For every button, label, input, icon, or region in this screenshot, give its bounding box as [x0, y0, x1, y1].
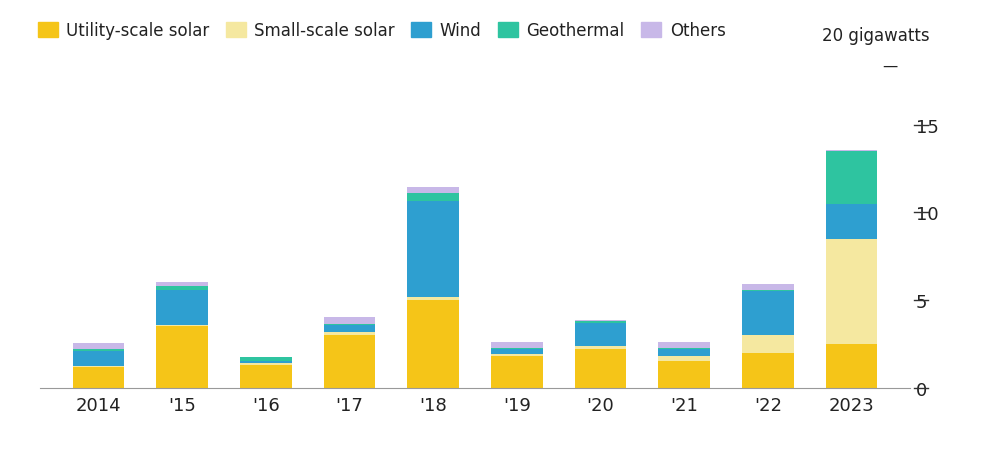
Bar: [407, 188, 459, 193]
Text: —: —: [882, 59, 898, 74]
Bar: [156, 325, 208, 327]
Bar: [575, 320, 626, 322]
Bar: [742, 336, 794, 353]
Bar: [742, 353, 794, 388]
Bar: [742, 284, 794, 290]
Text: 20 gigawatts: 20 gigawatts: [822, 27, 930, 45]
Bar: [407, 193, 459, 202]
Bar: [324, 318, 375, 324]
Bar: [407, 300, 459, 388]
Bar: [491, 350, 543, 354]
Bar: [73, 367, 124, 388]
Bar: [575, 322, 626, 323]
Bar: [73, 366, 124, 367]
Bar: [826, 152, 877, 204]
Bar: [407, 298, 459, 300]
Bar: [240, 364, 292, 365]
Bar: [658, 362, 710, 388]
Bar: [73, 344, 124, 350]
Bar: [658, 350, 710, 356]
Bar: [156, 327, 208, 388]
Bar: [324, 333, 375, 336]
Bar: [575, 323, 626, 346]
Bar: [407, 202, 459, 298]
Bar: [491, 354, 543, 356]
Bar: [491, 348, 543, 350]
Bar: [240, 365, 292, 388]
Bar: [324, 326, 375, 333]
Legend: Utility-scale solar, Small-scale solar, Wind, Geothermal, Others: Utility-scale solar, Small-scale solar, …: [31, 15, 732, 46]
Bar: [240, 358, 292, 361]
Bar: [658, 356, 710, 362]
Bar: [491, 356, 543, 388]
Bar: [156, 290, 208, 325]
Bar: [324, 336, 375, 388]
Bar: [575, 350, 626, 388]
Bar: [73, 350, 124, 351]
Bar: [658, 342, 710, 348]
Bar: [156, 287, 208, 290]
Bar: [240, 361, 292, 364]
Bar: [658, 348, 710, 350]
Bar: [826, 204, 877, 239]
Bar: [742, 292, 794, 336]
Bar: [826, 344, 877, 388]
Bar: [156, 282, 208, 287]
Bar: [826, 239, 877, 344]
Bar: [73, 351, 124, 366]
Bar: [742, 290, 794, 292]
Bar: [575, 346, 626, 350]
Bar: [491, 342, 543, 348]
Bar: [324, 324, 375, 326]
Bar: [826, 151, 877, 152]
